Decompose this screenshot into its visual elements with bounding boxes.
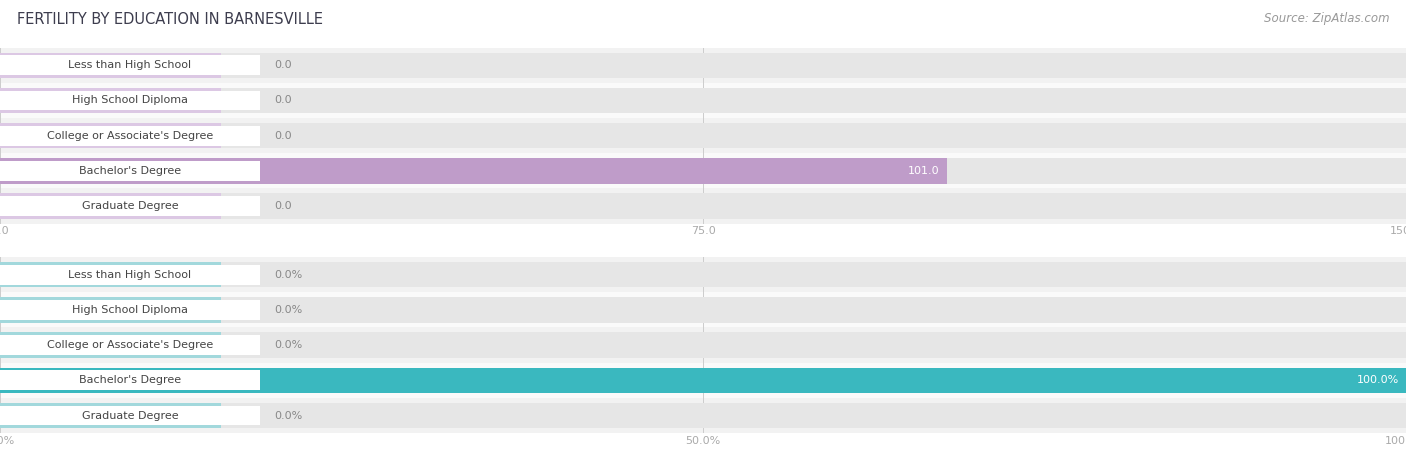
Bar <box>0 88 221 113</box>
Text: 100.0%: 100.0% <box>1357 375 1399 386</box>
Text: 0.0%: 0.0% <box>274 410 302 421</box>
Bar <box>0 123 221 149</box>
Bar <box>0 153 1406 188</box>
Text: Graduate Degree: Graduate Degree <box>82 201 179 211</box>
Text: High School Diploma: High School Diploma <box>72 305 188 315</box>
Text: 0.0%: 0.0% <box>274 269 302 280</box>
Bar <box>0 265 260 285</box>
Text: Source: ZipAtlas.com: Source: ZipAtlas.com <box>1264 12 1389 25</box>
Bar <box>0 403 221 428</box>
Bar <box>0 262 1406 288</box>
Text: Graduate Degree: Graduate Degree <box>82 410 179 421</box>
Bar <box>0 90 260 110</box>
Text: Bachelor's Degree: Bachelor's Degree <box>79 375 181 386</box>
Text: Bachelor's Degree: Bachelor's Degree <box>79 166 181 176</box>
Text: 0.0: 0.0 <box>274 130 292 141</box>
Text: 0.0%: 0.0% <box>274 340 302 350</box>
Bar <box>0 327 1406 363</box>
Bar <box>0 118 1406 153</box>
Bar <box>0 55 260 75</box>
Bar <box>0 52 1406 78</box>
Bar <box>0 297 221 323</box>
Bar <box>0 48 1406 83</box>
Text: Less than High School: Less than High School <box>69 269 191 280</box>
Bar <box>0 158 1406 184</box>
Bar <box>0 257 1406 292</box>
Bar <box>0 88 1406 113</box>
Bar <box>0 193 1406 219</box>
Bar <box>0 367 1406 393</box>
Bar <box>0 332 221 358</box>
Bar <box>0 363 1406 398</box>
Text: High School Diploma: High School Diploma <box>72 95 188 106</box>
Text: College or Associate's Degree: College or Associate's Degree <box>46 340 214 350</box>
Bar <box>0 52 221 78</box>
Text: Less than High School: Less than High School <box>69 60 191 70</box>
Bar <box>0 126 260 146</box>
Text: 0.0: 0.0 <box>274 95 292 106</box>
Text: 0.0%: 0.0% <box>274 305 302 315</box>
Bar <box>0 188 1406 224</box>
Bar <box>0 398 1406 433</box>
Bar <box>0 123 1406 149</box>
Text: 101.0: 101.0 <box>908 166 939 176</box>
Bar <box>0 292 1406 327</box>
Bar <box>0 367 1406 393</box>
Bar <box>0 406 260 426</box>
Bar <box>0 83 1406 118</box>
Bar <box>0 161 260 181</box>
Bar <box>0 262 221 288</box>
Bar <box>0 332 1406 358</box>
Bar <box>0 297 1406 323</box>
Bar <box>0 370 260 390</box>
Text: FERTILITY BY EDUCATION IN BARNESVILLE: FERTILITY BY EDUCATION IN BARNESVILLE <box>17 12 323 27</box>
Bar <box>0 193 221 219</box>
Text: 0.0: 0.0 <box>274 201 292 211</box>
Bar <box>0 196 260 216</box>
Text: College or Associate's Degree: College or Associate's Degree <box>46 130 214 141</box>
Bar <box>0 403 1406 428</box>
Bar <box>0 158 946 184</box>
Bar <box>0 300 260 320</box>
Text: 0.0: 0.0 <box>274 60 292 70</box>
Bar <box>0 335 260 355</box>
